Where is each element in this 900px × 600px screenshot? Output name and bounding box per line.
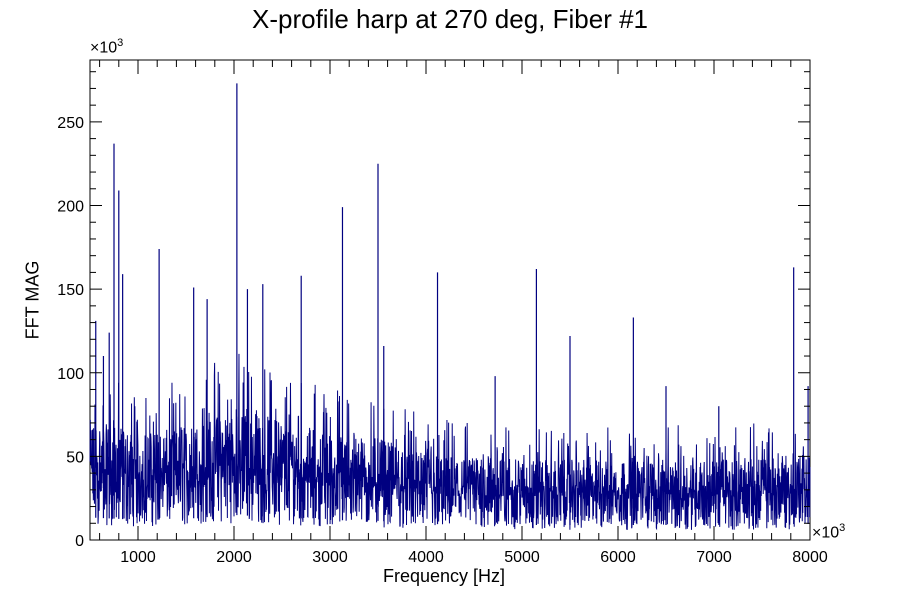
plot-frame bbox=[89, 59, 811, 541]
fft-trace bbox=[89, 353, 811, 531]
x-tick-label: 3000 bbox=[312, 549, 348, 566]
x-multiplier-base: ×10 bbox=[812, 524, 840, 542]
y-multiplier-base: ×10 bbox=[90, 39, 118, 57]
y-axis-label: FFT MAG bbox=[22, 260, 43, 340]
x-tick-label: 6000 bbox=[600, 549, 636, 566]
y-tick-label: 0 bbox=[75, 533, 84, 550]
series-layer bbox=[89, 83, 811, 531]
chart-title: X-profile harp at 270 deg, Fiber #1 bbox=[251, 4, 649, 34]
y-multiplier: ×103 bbox=[90, 37, 123, 57]
x-axis-label: Frequency [Hz] bbox=[383, 566, 506, 586]
x-tick-label: 5000 bbox=[504, 549, 540, 566]
x-tick-label: 4000 bbox=[408, 549, 444, 566]
x-multiplier: ×103 bbox=[812, 522, 845, 542]
y-tick-label: 150 bbox=[57, 282, 84, 299]
y-tick-label: 250 bbox=[57, 115, 84, 132]
x-tick-label: 7000 bbox=[696, 549, 732, 566]
y-tick-label: 50 bbox=[66, 449, 84, 466]
x-multiplier-exp: 3 bbox=[839, 522, 846, 534]
y-multiplier-exp: 3 bbox=[117, 37, 124, 49]
y-tick-label: 200 bbox=[57, 199, 84, 216]
y-tick-label: 100 bbox=[57, 366, 84, 383]
x-tick-label: 8000 bbox=[792, 549, 828, 566]
x-tick-label: 2000 bbox=[216, 549, 252, 566]
ticks-layer: 0 50 100 150 200 250 1000 2000 3000 4000 5000 6000 7… bbox=[57, 60, 828, 566]
x-tick-label: 1000 bbox=[120, 549, 156, 566]
